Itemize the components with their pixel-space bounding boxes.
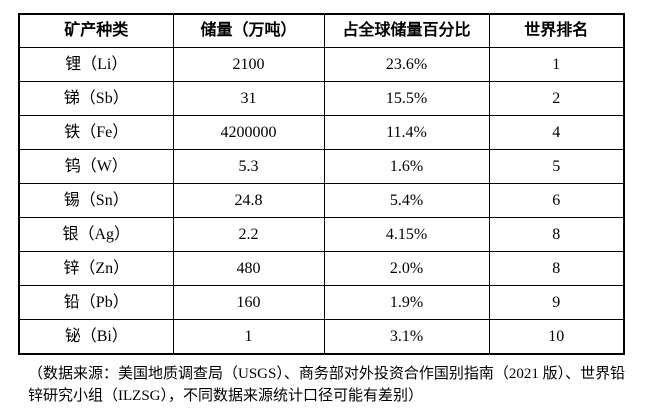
cell-world-rank: 5 (488, 149, 625, 184)
cell-mineral: 铁（Fe） (18, 115, 174, 150)
cell-world-rank: 8 (488, 251, 625, 286)
cell-world-rank: 6 (488, 183, 625, 218)
mineral-reserves-table: 矿产种类 储量（万吨） 占全球储量百分比 世界排名 锂（Li） 2100 23.… (18, 13, 625, 355)
table-row-zinc: 锌（Zn） 480 2.0% 8 (18, 251, 625, 286)
cell-world-rank: 9 (488, 285, 625, 320)
cell-global-share: 11.4% (323, 115, 490, 150)
cell-mineral: 锑（Sb） (18, 81, 174, 116)
table-row-lead: 铅（Pb） 160 1.9% 9 (18, 285, 625, 320)
mineral-reserves-table-container: 矿产种类 储量（万吨） 占全球储量百分比 世界排名 锂（Li） 2100 23.… (18, 13, 625, 355)
cell-global-share: 3.1% (323, 319, 490, 355)
cell-mineral: 铋（Bi） (18, 319, 174, 355)
cell-reserves: 2100 (172, 47, 325, 82)
cell-mineral: 锡（Sn） (18, 183, 174, 218)
cell-reserves: 480 (172, 251, 325, 286)
cell-global-share: 1.9% (323, 285, 490, 320)
header-row: 矿产种类 储量（万吨） 占全球储量百分比 世界排名 (18, 13, 625, 48)
cell-reserves: 2.2 (172, 217, 325, 252)
table-body: 锂（Li） 2100 23.6% 1 锑（Sb） 31 15.5% 2 铁（Fe… (18, 47, 625, 355)
column-header-mineral-type: 矿产种类 (18, 13, 174, 48)
cell-world-rank: 1 (488, 47, 625, 82)
cell-global-share: 5.4% (323, 183, 490, 218)
cell-reserves: 31 (172, 81, 325, 116)
data-source-footnote: （数据来源：美国地质调查局（USGS）、商务部对外投资合作国别指南（2021 版… (28, 363, 640, 407)
table-row-silver: 银（Ag） 2.2 4.15% 8 (18, 217, 625, 252)
cell-world-rank: 2 (488, 81, 625, 116)
cell-reserves: 160 (172, 285, 325, 320)
column-header-reserves: 储量（万吨） (172, 13, 325, 48)
table-row-tin: 锡（Sn） 24.8 5.4% 6 (18, 183, 625, 218)
cell-mineral: 锌（Zn） (18, 251, 174, 286)
cell-world-rank: 4 (488, 115, 625, 150)
cell-global-share: 4.15% (323, 217, 490, 252)
table-row-lithium: 锂（Li） 2100 23.6% 1 (18, 47, 625, 82)
cell-global-share: 15.5% (323, 81, 490, 116)
cell-reserves: 4200000 (172, 115, 325, 150)
table-row-bismuth: 铋（Bi） 1 3.1% 10 (18, 319, 625, 355)
cell-world-rank: 10 (488, 319, 625, 355)
table-row-antimony: 锑（Sb） 31 15.5% 2 (18, 81, 625, 116)
table-row-tungsten: 钨（W） 5.3 1.6% 5 (18, 149, 625, 184)
cell-mineral: 钨（W） (18, 149, 174, 184)
cell-reserves: 1 (172, 319, 325, 355)
column-header-global-share: 占全球储量百分比 (323, 13, 490, 48)
cell-reserves: 24.8 (172, 183, 325, 218)
cell-global-share: 2.0% (323, 251, 490, 286)
cell-world-rank: 8 (488, 217, 625, 252)
cell-mineral: 铅（Pb） (18, 285, 174, 320)
cell-global-share: 23.6% (323, 47, 490, 82)
table-header: 矿产种类 储量（万吨） 占全球储量百分比 世界排名 (18, 13, 625, 48)
column-header-world-rank: 世界排名 (488, 13, 625, 48)
cell-reserves: 5.3 (172, 149, 325, 184)
cell-mineral: 银（Ag） (18, 217, 174, 252)
cell-mineral: 锂（Li） (18, 47, 174, 82)
footnote-line-2: 锌研究小组（ILZSG），不同数据来源统计口径可能有差别） (28, 388, 423, 404)
table-row-iron: 铁（Fe） 4200000 11.4% 4 (18, 115, 625, 150)
footnote-line-1: （数据来源：美国地质调查局（USGS）、商务部对外投资合作国别指南（2021 版… (28, 366, 626, 382)
cell-global-share: 1.6% (323, 149, 490, 184)
